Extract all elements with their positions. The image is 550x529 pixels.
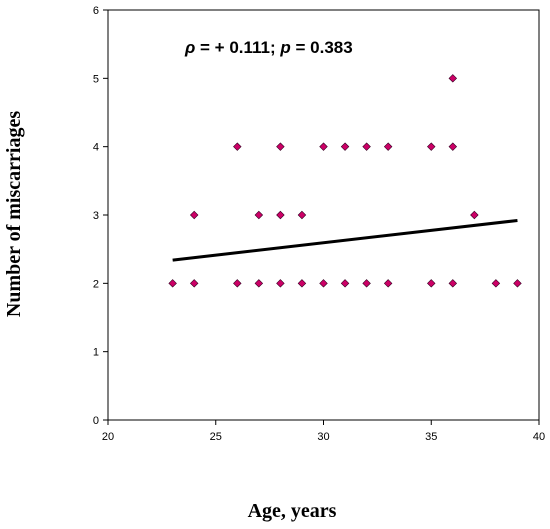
y-axis-label: Number of miscarriages <box>3 111 25 317</box>
x-axis-ticks: 20 25 30 35 40 <box>102 420 545 443</box>
data-point <box>297 210 307 220</box>
x-axis-label: Age, years <box>248 500 337 522</box>
data-point <box>491 279 501 288</box>
data-point <box>427 142 436 151</box>
data-point <box>427 279 436 288</box>
data-point <box>233 142 242 151</box>
data-point <box>448 142 458 151</box>
correlation-annotation: ρ = + 0.111; p = 0.383 <box>184 38 353 57</box>
data-point <box>362 142 371 151</box>
p-symbol: p <box>279 38 290 57</box>
data-point <box>513 279 522 288</box>
data-point <box>383 142 393 151</box>
data-point <box>189 210 199 220</box>
data-points <box>168 74 522 288</box>
data-point <box>340 279 350 288</box>
data-point <box>276 142 285 151</box>
y-tick-label: 1 <box>93 347 99 359</box>
data-point <box>276 279 285 288</box>
data-point <box>254 210 264 220</box>
x-tick-label: 20 <box>102 431 114 443</box>
data-point <box>254 279 264 288</box>
y-tick-label: 4 <box>93 142 99 154</box>
data-point <box>383 279 393 288</box>
data-point <box>233 279 242 288</box>
y-tick-label: 3 <box>93 210 99 222</box>
rho-value: = + 0.111; <box>195 38 280 57</box>
x-tick-label: 25 <box>210 431 222 443</box>
data-point <box>297 279 307 288</box>
data-point <box>448 279 458 288</box>
data-point <box>470 210 479 220</box>
y-tick-label: 0 <box>93 415 99 427</box>
p-value: = 0.383 <box>291 38 353 57</box>
data-point <box>189 279 199 288</box>
data-point <box>276 210 285 220</box>
data-point <box>362 279 371 288</box>
y-axis-ticks: 0 1 2 3 4 5 6 <box>93 5 108 427</box>
x-tick-label: 35 <box>425 431 437 443</box>
data-point <box>168 279 177 288</box>
rho-symbol: ρ <box>184 38 195 57</box>
y-tick-label: 2 <box>93 278 99 290</box>
data-point <box>319 279 328 288</box>
data-point <box>319 142 328 151</box>
x-tick-label: 30 <box>317 431 329 443</box>
trendline-group <box>172 218 518 262</box>
y-tick-label: 6 <box>93 5 99 17</box>
data-point <box>448 74 458 83</box>
trendline <box>172 218 518 262</box>
y-tick-label: 5 <box>93 73 99 85</box>
data-point <box>340 142 350 151</box>
x-tick-label: 40 <box>533 431 545 443</box>
